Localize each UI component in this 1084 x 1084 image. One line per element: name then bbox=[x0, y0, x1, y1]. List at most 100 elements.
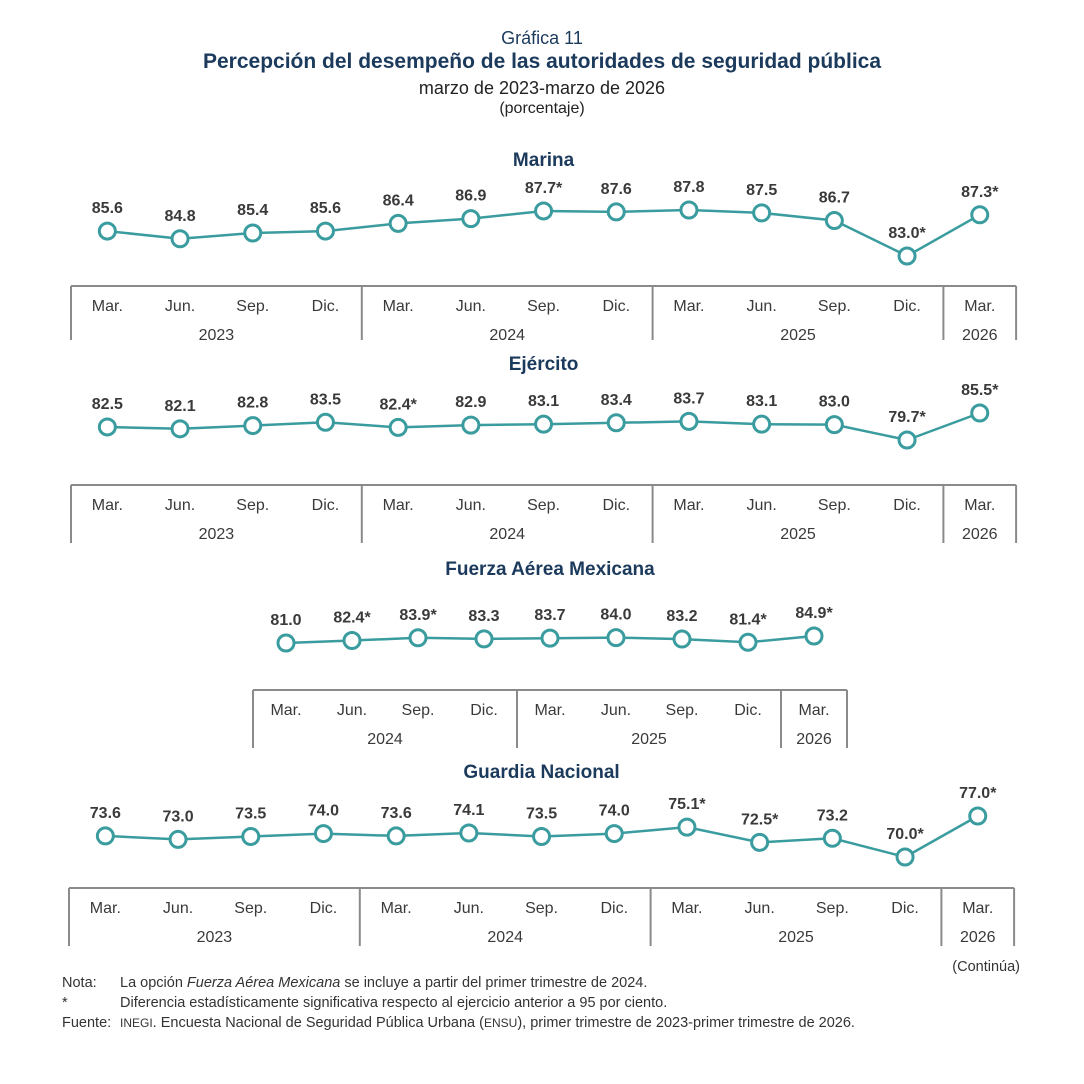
data-point bbox=[677, 817, 697, 837]
category-label: Mar. bbox=[383, 497, 414, 514]
data-point bbox=[168, 829, 188, 849]
category-label: Sep. bbox=[666, 702, 699, 719]
category-label: Jun. bbox=[337, 702, 367, 719]
data-label: 84.0 bbox=[600, 607, 631, 624]
data-label: 83.4 bbox=[601, 392, 632, 409]
data-label: 83.3 bbox=[468, 608, 499, 625]
data-label: 82.9 bbox=[455, 394, 486, 411]
category-label: Mar. bbox=[673, 298, 704, 315]
data-label: 83.1 bbox=[528, 393, 559, 410]
category-label: Sep. bbox=[527, 497, 560, 514]
category-label: Jun. bbox=[456, 298, 486, 315]
data-label: 85.6 bbox=[310, 200, 341, 217]
data-point bbox=[408, 628, 428, 648]
data-label: 82.5 bbox=[92, 396, 123, 413]
data-point bbox=[804, 626, 824, 646]
year-label: 2025 bbox=[780, 526, 816, 543]
data-point bbox=[895, 847, 915, 867]
data-point bbox=[461, 415, 481, 435]
category-label: Mar. bbox=[798, 702, 829, 719]
data-label: 85.5* bbox=[961, 382, 999, 399]
data-point bbox=[474, 629, 494, 649]
year-label: 2026 bbox=[796, 731, 832, 748]
data-label: 79.7* bbox=[888, 409, 926, 426]
category-label: Mar. bbox=[962, 900, 993, 917]
category-label: Mar. bbox=[383, 298, 414, 315]
category-label: Mar. bbox=[964, 298, 995, 315]
data-label: 75.1* bbox=[668, 796, 706, 813]
category-label: Dic. bbox=[312, 497, 340, 514]
data-label: 73.6 bbox=[90, 805, 121, 822]
year-label: 2026 bbox=[962, 526, 998, 543]
data-point bbox=[170, 229, 190, 249]
data-point bbox=[97, 417, 117, 437]
data-label: 73.5 bbox=[526, 806, 557, 823]
category-label: Jun. bbox=[745, 900, 775, 917]
data-point bbox=[386, 826, 406, 846]
category-label: Mar. bbox=[92, 298, 123, 315]
year-label: 2026 bbox=[960, 929, 996, 946]
category-label: Jun. bbox=[165, 298, 195, 315]
chart-subtitle: marzo de 2023-marzo de 2026 bbox=[418, 78, 666, 98]
category-label: Jun. bbox=[747, 298, 777, 315]
data-label: 87.5 bbox=[746, 182, 777, 199]
category-label: Mar. bbox=[92, 497, 123, 514]
data-label: 74.0 bbox=[308, 803, 339, 820]
data-label: 74.0 bbox=[599, 803, 630, 820]
category-label: Jun. bbox=[456, 497, 486, 514]
year-label: 2023 bbox=[197, 929, 233, 946]
data-point bbox=[534, 414, 554, 434]
data-point bbox=[97, 221, 117, 241]
data-label: 82.8 bbox=[237, 395, 268, 412]
year-label: 2024 bbox=[489, 327, 525, 344]
note-text: La opción Fuerza Aérea Mexicana se inclu… bbox=[120, 975, 648, 991]
data-label: 82.4* bbox=[333, 609, 371, 626]
data-label: 82.4* bbox=[379, 396, 417, 413]
note-key: Nota: bbox=[62, 975, 97, 991]
category-label: Sep. bbox=[525, 900, 558, 917]
data-label: 74.1 bbox=[453, 802, 484, 819]
data-label: 87.8 bbox=[673, 179, 704, 196]
panel-title: Marina bbox=[513, 150, 575, 171]
category-label: Dic. bbox=[602, 298, 630, 315]
star-key: * bbox=[62, 995, 68, 1011]
data-point bbox=[461, 209, 481, 229]
data-point bbox=[243, 223, 263, 243]
data-point bbox=[388, 213, 408, 233]
data-point bbox=[606, 202, 626, 222]
category-label: Dic. bbox=[891, 900, 919, 917]
data-point bbox=[313, 824, 333, 844]
data-point bbox=[970, 403, 990, 423]
data-point bbox=[243, 416, 263, 436]
category-label: Mar. bbox=[964, 497, 995, 514]
data-label: 83.7 bbox=[534, 607, 565, 624]
data-point bbox=[606, 413, 626, 433]
data-point bbox=[534, 201, 554, 221]
data-point bbox=[672, 629, 692, 649]
year-label: 2023 bbox=[199, 526, 235, 543]
chart-label: Gráfica 11 bbox=[501, 28, 583, 48]
data-point bbox=[824, 211, 844, 231]
category-label: Sep. bbox=[818, 298, 851, 315]
data-label: 81.0 bbox=[270, 612, 301, 629]
data-point bbox=[897, 246, 917, 266]
category-label: Dic. bbox=[602, 497, 630, 514]
data-point bbox=[970, 205, 990, 225]
data-label: 86.7 bbox=[819, 190, 850, 207]
data-label: 72.5* bbox=[741, 811, 779, 828]
continues-label: (Continúa) bbox=[952, 959, 1020, 975]
category-label: Jun. bbox=[601, 702, 631, 719]
data-point bbox=[276, 633, 296, 653]
category-label: Sep. bbox=[236, 298, 269, 315]
category-label: Dic. bbox=[893, 298, 921, 315]
data-label: 73.6 bbox=[381, 805, 412, 822]
year-label: 2023 bbox=[199, 327, 235, 344]
data-point bbox=[897, 430, 917, 450]
panel-title: Fuerza Aérea Mexicana bbox=[445, 559, 655, 580]
category-label: Sep. bbox=[402, 702, 435, 719]
category-label: Jun. bbox=[454, 900, 484, 917]
category-label: Jun. bbox=[163, 900, 193, 917]
data-label: 83.7 bbox=[673, 390, 704, 407]
category-label: Dic. bbox=[734, 702, 762, 719]
data-label: 73.0 bbox=[162, 808, 193, 825]
